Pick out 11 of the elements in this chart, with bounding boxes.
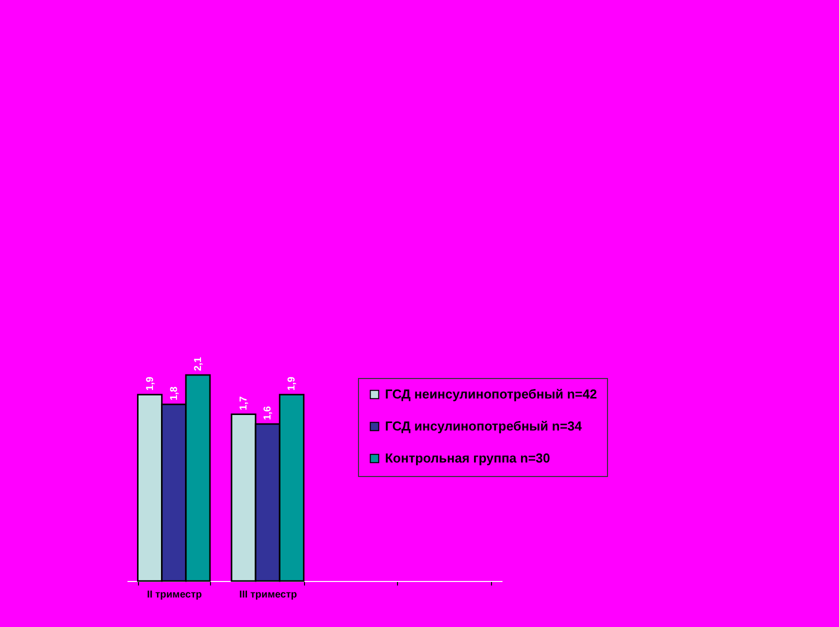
legend-label: Контрольная группа n=30 bbox=[385, 450, 550, 466]
legend-label: ГСД инсулинопотребный n=34 bbox=[385, 418, 583, 434]
x-tick-label: III триместр bbox=[239, 590, 297, 600]
x-tick-label: II триместр bbox=[146, 590, 202, 600]
data-label: 2,1 bbox=[192, 356, 204, 371]
data-label: 1,9 bbox=[144, 376, 156, 391]
legend-label: ГСД неинсулинопотребный n=42 bbox=[385, 386, 597, 402]
data-label: 1,6 bbox=[262, 406, 274, 420]
data-label: 1,7 bbox=[238, 396, 250, 410]
data-label: 1,8 bbox=[168, 386, 180, 400]
data-label: 1,9 bbox=[286, 376, 298, 391]
